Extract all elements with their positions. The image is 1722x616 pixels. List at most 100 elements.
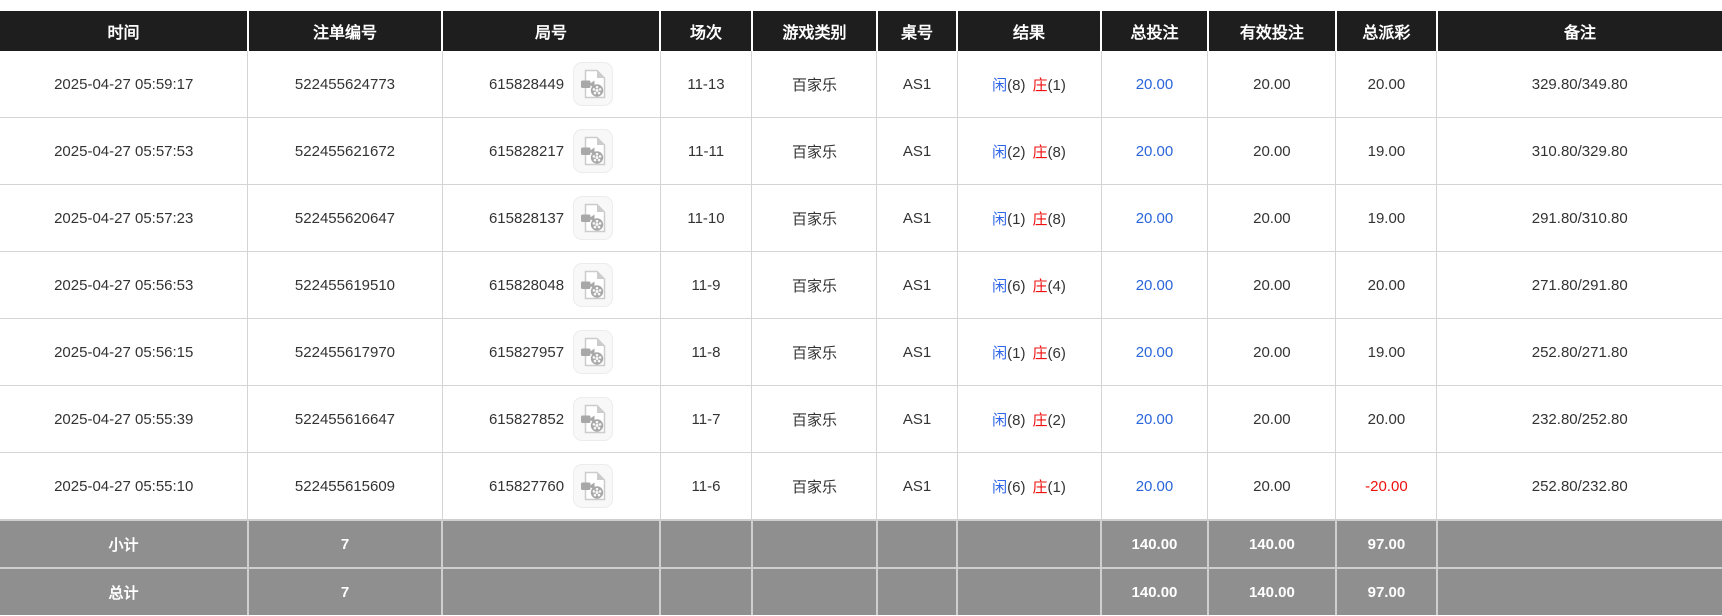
cell-table-no: AS1: [876, 251, 958, 319]
subtotal-empty-round: [441, 519, 662, 569]
total-bet-link[interactable]: 20.00: [1135, 477, 1174, 495]
total-bet-link[interactable]: 20.00: [1135, 343, 1174, 361]
col-header-payout: 总派彩: [1334, 11, 1438, 51]
cell-payout: 19.00: [1335, 318, 1438, 386]
cell-total-bet: 20.00: [1100, 51, 1209, 118]
player-result-score: (2): [1007, 143, 1026, 161]
cell-total-bet: 20.00: [1100, 184, 1209, 252]
total-payout: 97.00: [1334, 567, 1438, 615]
cell-valid-bet: 20.00: [1207, 452, 1337, 521]
cell-time: 2025-04-27 05:57:53: [0, 117, 249, 185]
cell-remark: 329.80/349.80: [1436, 51, 1722, 118]
col-header-remark: 备注: [1435, 11, 1722, 51]
cell-bet-id: 522455620647: [247, 184, 443, 252]
round-id-value: 615828048: [488, 276, 565, 294]
cell-time: 2025-04-27 05:56:15: [0, 318, 249, 386]
cell-payout: 20.00: [1335, 385, 1438, 453]
cell-result: 闲(1) 庄(8): [956, 184, 1102, 252]
cell-session: 11-7: [659, 385, 753, 453]
cell-session: 11-6: [659, 452, 753, 521]
total-bet-link[interactable]: 20.00: [1135, 75, 1174, 93]
cell-time: 2025-04-27 05:57:23: [0, 184, 249, 252]
player-result-label: 闲: [992, 210, 1008, 228]
cell-remark: 252.80/271.80: [1436, 318, 1722, 386]
cell-session: 11-10: [659, 184, 753, 252]
col-header-valid-bet: 有效投注: [1206, 11, 1337, 51]
cell-table-no: AS1: [876, 117, 958, 185]
col-header-round-id: 局号: [441, 11, 662, 51]
player-result-score: (8): [1007, 76, 1026, 94]
cell-session: 11-9: [659, 251, 753, 319]
cell-total-bet: 20.00: [1100, 318, 1209, 386]
cell-game-type: 百家乐: [751, 452, 878, 521]
video-playback-button[interactable]: [573, 129, 614, 173]
cell-total-bet: 20.00: [1100, 385, 1209, 453]
total-total-bet: 140.00: [1100, 567, 1209, 615]
total-label: 总计: [0, 567, 249, 615]
cell-round-id: 615828449: [441, 51, 661, 118]
subtotal-total-bet: 140.00: [1100, 519, 1209, 569]
cell-time: 2025-04-27 05:56:53: [0, 251, 249, 319]
video-playback-button[interactable]: [573, 62, 614, 106]
total-bet-link[interactable]: 20.00: [1135, 410, 1174, 428]
banker-result-label: 庄: [1032, 143, 1048, 161]
cell-payout: 20.00: [1335, 251, 1438, 319]
cell-round-id: 615827760: [441, 452, 661, 521]
video-playback-button[interactable]: [573, 196, 614, 240]
total-valid-bet: 140.00: [1206, 567, 1337, 615]
cell-bet-id: 522455624773: [247, 51, 443, 118]
banker-result-label: 庄: [1032, 411, 1048, 429]
player-result-score: (6): [1007, 478, 1026, 496]
cell-valid-bet: 20.00: [1207, 184, 1337, 252]
video-playback-button[interactable]: [573, 464, 614, 508]
total-empty-round: [441, 567, 662, 615]
subtotal-row: 小计 7 140.00 140.00 97.00: [0, 519, 1722, 569]
player-result-label: 闲: [992, 411, 1008, 429]
total-bet-link[interactable]: 20.00: [1135, 276, 1174, 294]
video-playback-button[interactable]: [573, 397, 614, 441]
cell-session: 11-13: [659, 51, 753, 118]
total-bet-link[interactable]: 20.00: [1135, 142, 1174, 160]
video-playback-button[interactable]: [573, 330, 614, 374]
cell-round-id: 615828217: [441, 117, 661, 185]
player-result-label: 闲: [992, 143, 1008, 161]
cell-game-type: 百家乐: [751, 51, 878, 118]
total-empty-result: [956, 567, 1102, 615]
cell-payout: -20.00: [1335, 452, 1438, 521]
cell-result: 闲(2) 庄(8): [956, 117, 1102, 185]
video-file-icon: [581, 203, 606, 233]
banker-result-score: (4): [1047, 277, 1066, 295]
subtotal-label: 小计: [0, 519, 249, 569]
table-row: 2025-04-27 05:57:53 522455621672 6158282…: [0, 117, 1722, 185]
table-row: 2025-04-27 05:55:10 522455615609 6158277…: [0, 452, 1722, 521]
round-id-value: 615828449: [488, 75, 565, 93]
cell-bet-id: 522455621672: [247, 117, 443, 185]
total-bet-link[interactable]: 20.00: [1135, 209, 1174, 227]
video-file-icon: [581, 337, 606, 367]
cell-time: 2025-04-27 05:55:10: [0, 452, 249, 521]
cell-result: 闲(8) 庄(2): [956, 385, 1102, 453]
round-id-value: 615827760: [488, 477, 565, 495]
col-header-total-bet: 总投注: [1100, 11, 1209, 51]
cell-remark: 232.80/252.80: [1436, 385, 1722, 453]
total-row: 总计 7 140.00 140.00 97.00: [0, 567, 1722, 615]
cell-session: 11-8: [659, 318, 753, 386]
subtotal-empty-session: [659, 519, 753, 569]
cell-table-no: AS1: [876, 452, 958, 521]
table-row: 2025-04-27 05:55:39 522455616647 6158278…: [0, 385, 1722, 453]
cell-valid-bet: 20.00: [1207, 51, 1337, 118]
banker-result-score: (1): [1047, 478, 1066, 496]
video-playback-button[interactable]: [573, 263, 614, 307]
table-row: 2025-04-27 05:57:23 522455620647 6158281…: [0, 184, 1722, 252]
player-result-score: (6): [1007, 277, 1026, 295]
video-file-icon: [581, 404, 606, 434]
banker-result-score: (8): [1047, 143, 1066, 161]
banker-result-score: (8): [1047, 210, 1066, 228]
banker-result-label: 庄: [1032, 478, 1048, 496]
cell-payout: 20.00: [1335, 51, 1438, 118]
player-result-score: (1): [1007, 344, 1026, 362]
bet-records-table: 时间 注单编号 局号 场次 游戏类别 桌号 结果 总投注 有效投注 总派彩 备注…: [0, 11, 1722, 615]
cell-total-bet: 20.00: [1100, 251, 1209, 319]
cell-game-type: 百家乐: [751, 117, 878, 185]
